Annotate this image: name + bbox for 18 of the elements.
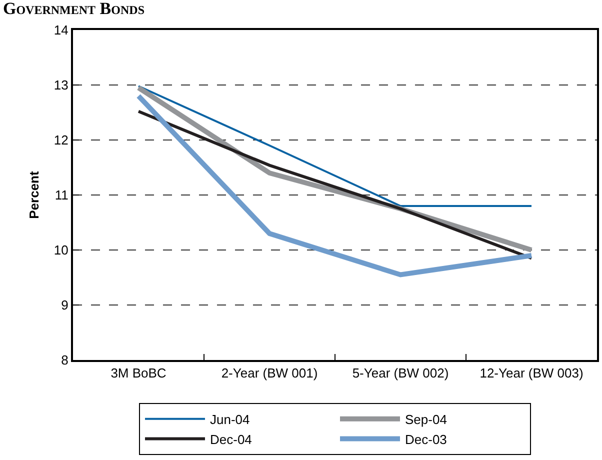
y-tick-label: 8: [61, 352, 68, 368]
line-series: [137, 110, 533, 260]
chart-title: Government Bonds: [3, 0, 145, 18]
y-tick-label: 12: [54, 132, 68, 148]
legend-label: Jun-04: [210, 412, 250, 427]
x-tick-label: 12-Year (BW 003): [480, 366, 584, 381]
x-tick-label: 3M BoBC: [110, 366, 166, 381]
x-tick-label: 5-Year (BW 002): [352, 366, 449, 381]
y-tick-label: 9: [61, 298, 68, 313]
y-tick-label: 13: [54, 78, 68, 93]
x-tick-label: 2-Year (BW 001): [221, 366, 318, 381]
legend-label: Sep-04: [405, 412, 447, 427]
y-tick-label: 11: [54, 188, 68, 203]
legend-label: Dec-04: [210, 432, 252, 447]
legend-label: Dec-03: [405, 432, 447, 447]
y-tick-label: 14: [54, 22, 68, 38]
y-tick-label: 10: [54, 242, 68, 258]
y-axis-title: Percent: [26, 170, 42, 219]
